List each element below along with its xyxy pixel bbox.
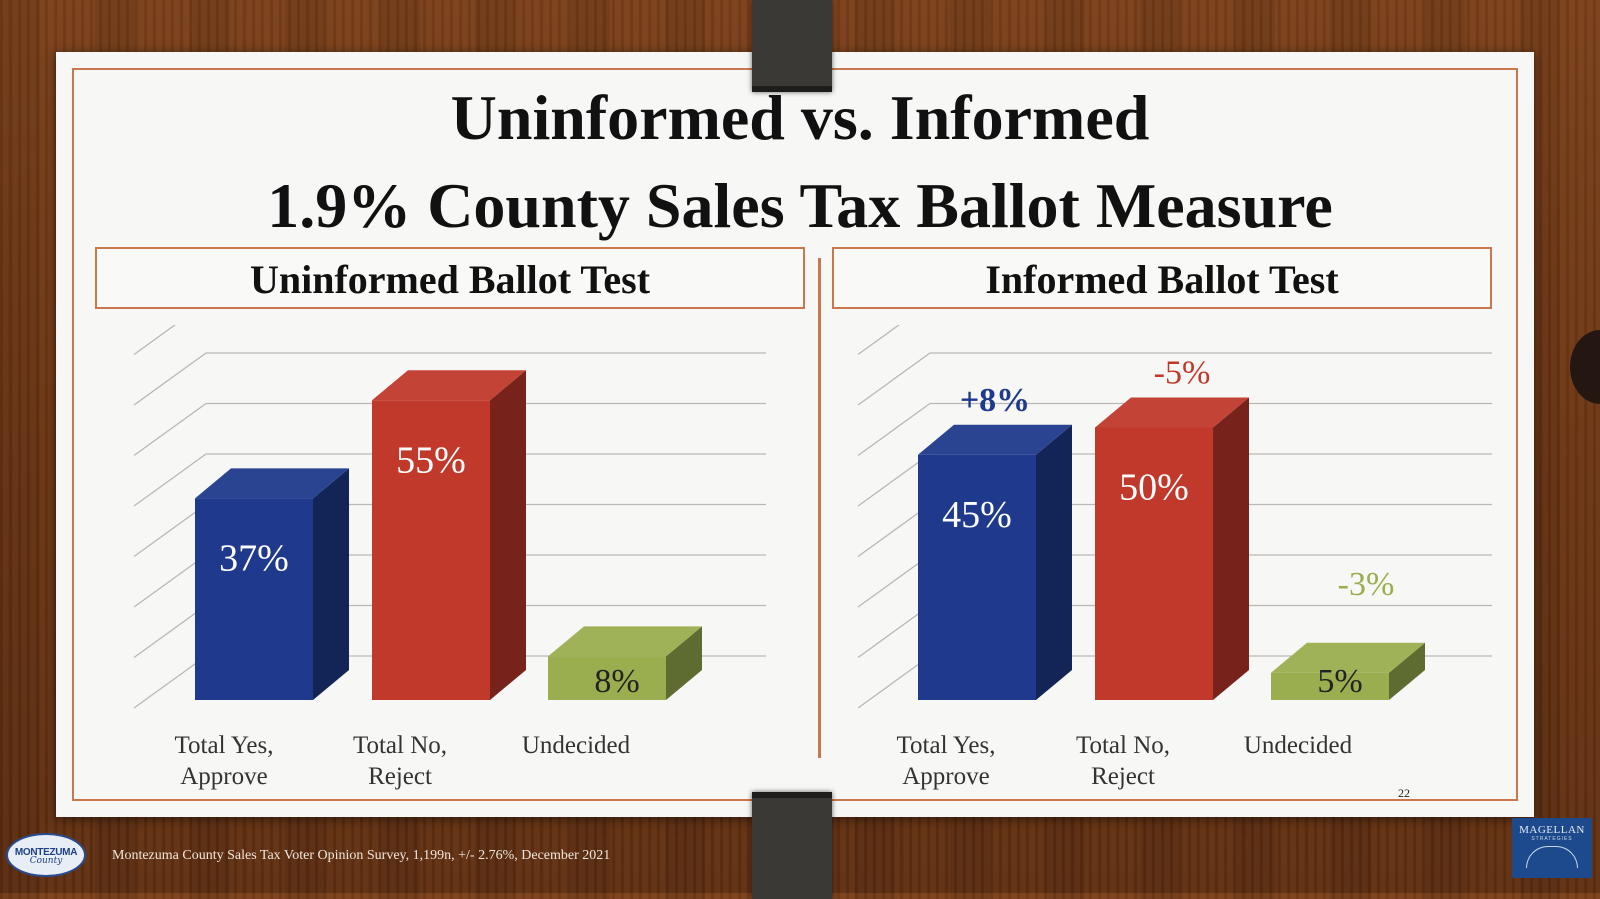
value-label: 37%	[219, 537, 289, 579]
slide-title-line1: Uninformed vs. Informed	[450, 82, 1150, 153]
bar-top	[372, 370, 526, 401]
bar-2	[372, 370, 526, 700]
category-label: Total Yes,	[897, 732, 996, 759]
value-label: 8%	[594, 663, 639, 700]
bar-1	[195, 468, 349, 700]
category-label: Undecided	[522, 732, 631, 759]
gridline	[857, 325, 900, 356]
informed-bar-chart: 45% +8% Total Yes, Approve 50% -5% Total No, Re…	[857, 325, 1492, 790]
bar-side	[1389, 642, 1425, 700]
category-label: Approve	[180, 763, 267, 790]
change-label: +8%	[960, 382, 1030, 419]
gridline	[857, 352, 1492, 406]
page-number: 22	[1398, 786, 1410, 800]
uninformed-bar-chart: 37% Total Yes, Approve 55% Total No, Reject 8%…	[133, 325, 766, 790]
bar-top	[1271, 642, 1425, 673]
change-label: -3%	[1338, 566, 1395, 603]
bar-side	[666, 626, 702, 700]
uninformed-panel-header: Uninformed Ballot Test	[95, 247, 805, 309]
category-label: Approve	[902, 763, 989, 790]
change-label: -5%	[1154, 355, 1211, 392]
bar-front	[195, 498, 313, 700]
bar-side	[313, 468, 349, 700]
value-label: 45%	[942, 494, 1012, 536]
bar-3	[548, 626, 702, 700]
bar-2	[1095, 397, 1249, 700]
binder-clip-bottom	[752, 792, 832, 899]
value-label: 55%	[396, 439, 466, 481]
slide-title-line2: 1.9% County Sales Tax Ballot Measure	[267, 170, 1333, 241]
bar-front	[918, 454, 1036, 700]
bar-top	[548, 626, 702, 657]
gridline	[133, 325, 176, 356]
category-label: Total No,	[353, 732, 447, 759]
bar-top	[195, 468, 349, 499]
bar-front	[1095, 427, 1213, 700]
logo-subtext: County	[29, 856, 63, 866]
category-label: Total No,	[1076, 732, 1170, 759]
bar-top	[918, 424, 1072, 455]
value-label: 50%	[1119, 467, 1189, 509]
bar-front	[1271, 672, 1389, 700]
binder-clip-top	[752, 0, 832, 92]
bar-top	[1095, 397, 1249, 428]
panel-divider	[818, 258, 821, 758]
bar-1	[918, 424, 1072, 700]
magellan-logo: MAGELLAN STRATEGIES	[1512, 818, 1592, 878]
value-label: 5%	[1317, 663, 1362, 700]
category-label: Total Yes,	[175, 732, 274, 759]
montezuma-county-logo: MONTEZUMA County	[6, 833, 86, 877]
gridline	[133, 352, 766, 406]
category-label: Reject	[368, 763, 432, 790]
bar-side	[490, 370, 526, 700]
dome-icon	[1526, 846, 1578, 868]
bar-front	[372, 400, 490, 700]
brand-subtitle: STRATEGIES	[1531, 836, 1573, 842]
informed-panel-header: Informed Ballot Test	[832, 247, 1492, 309]
bar-side	[1213, 397, 1249, 700]
footer-source: Montezuma County Sales Tax Voter Opinion…	[112, 848, 611, 863]
brand-name: MAGELLAN	[1519, 824, 1585, 836]
category-label: Undecided	[1244, 732, 1353, 759]
logo-text: MONTEZUMA	[14, 847, 78, 858]
bar-front	[548, 656, 666, 700]
bar-3	[1271, 642, 1425, 700]
bar-side	[1036, 424, 1072, 700]
category-label: Reject	[1091, 763, 1155, 790]
